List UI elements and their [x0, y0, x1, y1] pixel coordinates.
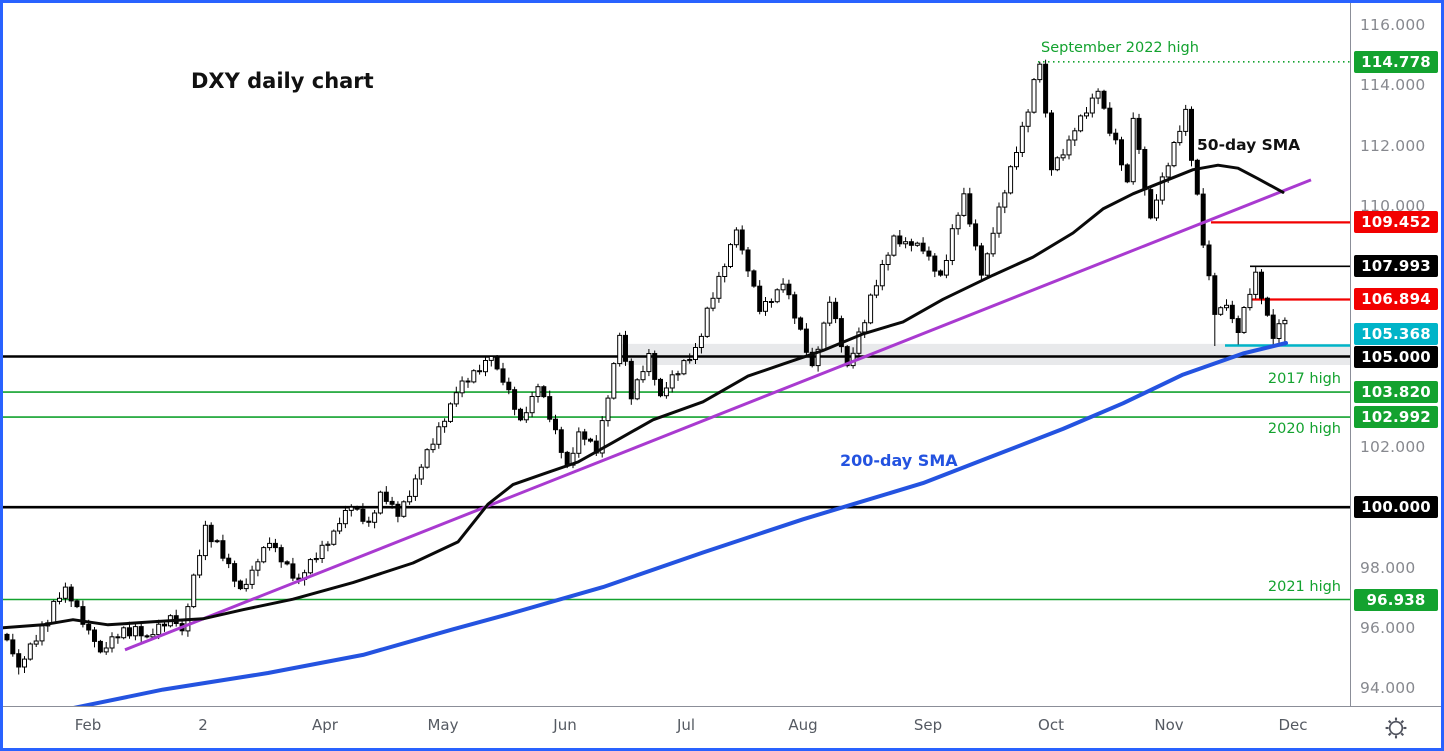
- price-badge-106.894: 106.894: [1354, 288, 1438, 311]
- level-note-2021-high: 2021 high: [1267, 578, 1341, 595]
- time-label-Sep: Sep: [913, 716, 943, 734]
- price-badge-96.938: 96.938: [1354, 588, 1438, 611]
- time-label-Dec: Dec: [1278, 716, 1308, 734]
- price-tick-98.000: 98.000: [1360, 558, 1416, 577]
- price-tick-96.000: 96.000: [1360, 618, 1416, 637]
- time-label-2: 2: [198, 716, 208, 734]
- time-label-Feb: Feb: [74, 716, 102, 734]
- price-badge-103.820: 103.820: [1354, 381, 1438, 404]
- price-axis-separator: [1350, 3, 1351, 748]
- sma200-label: 200-day SMA: [840, 451, 958, 470]
- 200-day-sma-line: [73, 341, 1288, 706]
- trendline[interactable]: [124, 178, 1312, 652]
- level-note-2020-high: 2020 high: [1267, 421, 1341, 438]
- time-label-Jul: Jul: [676, 716, 696, 734]
- price-tick-114.000: 114.000: [1360, 76, 1426, 95]
- time-axis[interactable]: Feb 2 Apr May Jun Jul Aug Sep Oct Nov Dec: [3, 707, 1441, 748]
- price-badge-105.000: 105.000: [1354, 345, 1438, 368]
- support-zone[interactable]: [621, 343, 1350, 365]
- price-tick-112.000: 112.000: [1360, 136, 1426, 155]
- price-tick-116.000: 116.000: [1360, 16, 1426, 34]
- sma50-label: 50-day SMA: [1197, 136, 1301, 154]
- price-badge-107.993: 107.993: [1354, 255, 1438, 278]
- gear-icon: [1385, 717, 1407, 738]
- candlestick-plot: [3, 59, 1350, 706]
- price-tick-102.000: 102.000: [1360, 437, 1426, 456]
- price-badge-114.778: 114.778: [1354, 50, 1438, 73]
- candles-layer: [4, 59, 1288, 675]
- time-label-May: May: [427, 716, 459, 734]
- price-badge-109.452: 109.452: [1354, 211, 1438, 234]
- 50-day-sma-line: [3, 163, 1285, 630]
- price-tick-94.000: 94.000: [1360, 679, 1416, 698]
- price-badge-102.992: 102.992: [1354, 406, 1438, 429]
- price-tick-110.000: 110.000: [1360, 196, 1426, 215]
- level-note-2017-high: 2017 high: [1267, 371, 1341, 388]
- axis-settings-button[interactable]: [1351, 707, 1441, 748]
- time-label-Jun: Jun: [553, 716, 577, 734]
- price-badge-105.368: 105.368: [1354, 322, 1438, 345]
- time-label-Aug: Aug: [788, 716, 818, 734]
- chart-title: DXY daily chart: [191, 69, 374, 93]
- level-note-september-2022-high: September 2022 high: [1041, 39, 1199, 56]
- price-axis[interactable]: 116.000 114.000 112.000 110.000 102.000 98.00…: [1351, 3, 1441, 706]
- time-axis-separator: [3, 706, 1441, 707]
- time-label-Oct: Oct: [1038, 716, 1064, 734]
- time-label-Apr: Apr: [312, 716, 338, 734]
- price-badge-100.000: 100.000: [1354, 496, 1438, 519]
- chart-plot-area[interactable]: DXY daily chart 50-day SMA 200-day SMA S…: [3, 3, 1350, 706]
- time-label-Nov: Nov: [1154, 716, 1184, 734]
